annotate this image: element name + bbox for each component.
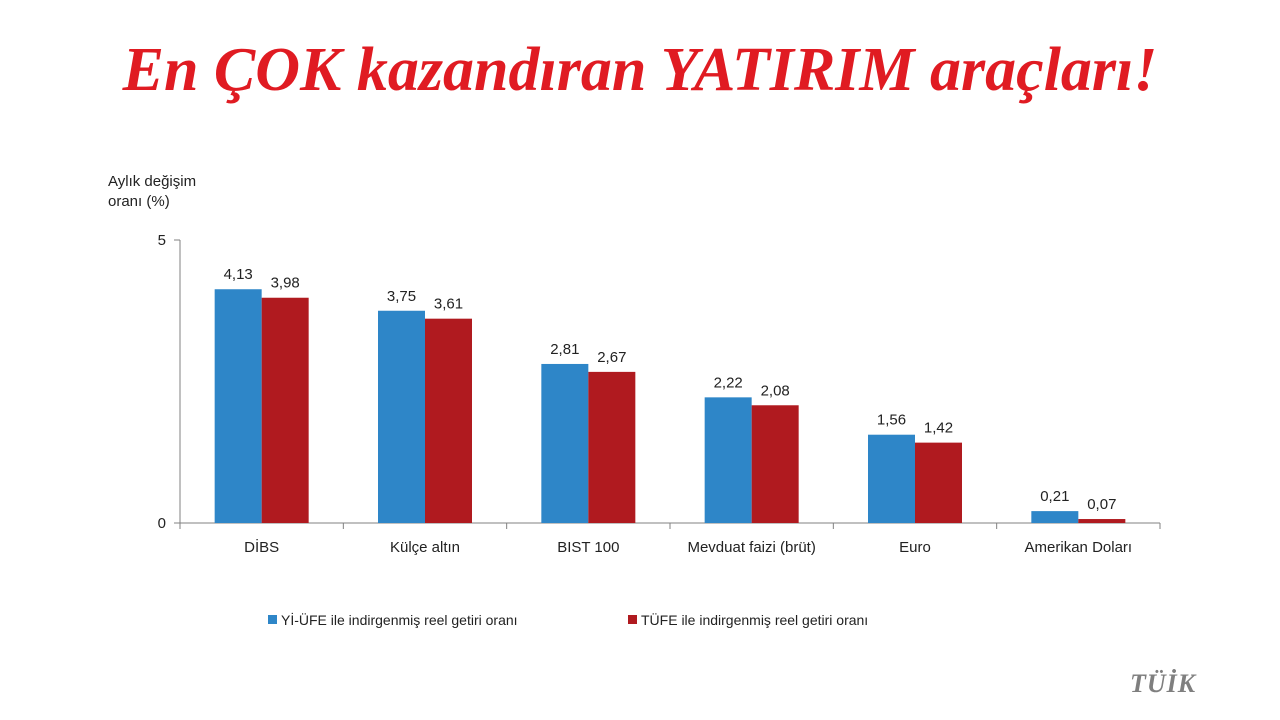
x-tick-label: Amerikan Doları — [1025, 539, 1133, 556]
bar-2 — [1078, 519, 1126, 523]
data-label: 3,61 — [434, 296, 463, 313]
bar-2 — [425, 318, 472, 523]
x-tick-label: Külçe altın — [390, 539, 460, 556]
bar-2 — [588, 371, 636, 523]
bar-1 — [214, 289, 262, 523]
chart-data-labels: 4,13 3,98 3,75 3,61 2,81 2,67 2,22 2,08 1,56 1,42… — [224, 266, 1117, 513]
data-label: 3,98 — [271, 275, 300, 292]
bar-1 — [541, 363, 589, 523]
y-axis-label: Aylık değişim oranı (%) — [108, 173, 196, 210]
bar-1 — [704, 397, 752, 523]
x-tick-label: Euro — [899, 539, 931, 556]
bar-2 — [915, 442, 962, 523]
x-tick-label: BIST 100 — [557, 539, 619, 556]
y-axis-label-line: Aylık değişim — [108, 173, 196, 190]
data-label: 0,07 — [1087, 496, 1116, 513]
data-label: 3,75 — [387, 288, 416, 305]
bar-1 — [1031, 511, 1079, 523]
legend-label-1: Yİ-ÜFE ile indirgenmiş reel getiri oranı — [281, 611, 518, 628]
bar-2 — [751, 405, 799, 523]
x-tick-label: Mevduat faizi (brüt) — [687, 539, 815, 556]
x-axis-tick-labels: DİBS Külçe altın BIST 100 Mevduat faizi (br… — [244, 538, 1132, 556]
bar-2 — [261, 297, 309, 523]
data-label: 1,56 — [877, 412, 906, 429]
legend-swatch-2 — [628, 615, 637, 624]
legend-swatch-1 — [268, 615, 277, 624]
chart-bars — [214, 289, 1126, 523]
y-tick-label: 0 — [158, 515, 166, 532]
data-label: 2,08 — [761, 382, 790, 399]
data-label: 2,67 — [597, 349, 626, 366]
data-label: 0,21 — [1040, 488, 1069, 505]
source-label: TÜİK — [1130, 669, 1197, 698]
y-axis-label-line: oranı (%) — [108, 193, 170, 210]
slide-title: En ÇOK kazandıran YATIRIM araçları! — [122, 36, 1158, 104]
legend-label-2: TÜFE ile indirgenmiş reel getiri oranı — [641, 611, 868, 628]
bar-1 — [868, 434, 915, 523]
data-label: 4,13 — [224, 266, 253, 283]
data-label: 2,81 — [550, 341, 579, 358]
data-label: 1,42 — [924, 420, 953, 437]
chart-axes: 05 — [158, 232, 1161, 532]
y-tick-label: 5 — [158, 232, 166, 249]
chart-legend: Yİ-ÜFE ile indirgenmiş reel getiri oranı… — [268, 611, 868, 628]
bar-1 — [378, 310, 425, 523]
data-label: 2,22 — [714, 374, 743, 391]
x-tick-label: DİBS — [244, 538, 279, 556]
